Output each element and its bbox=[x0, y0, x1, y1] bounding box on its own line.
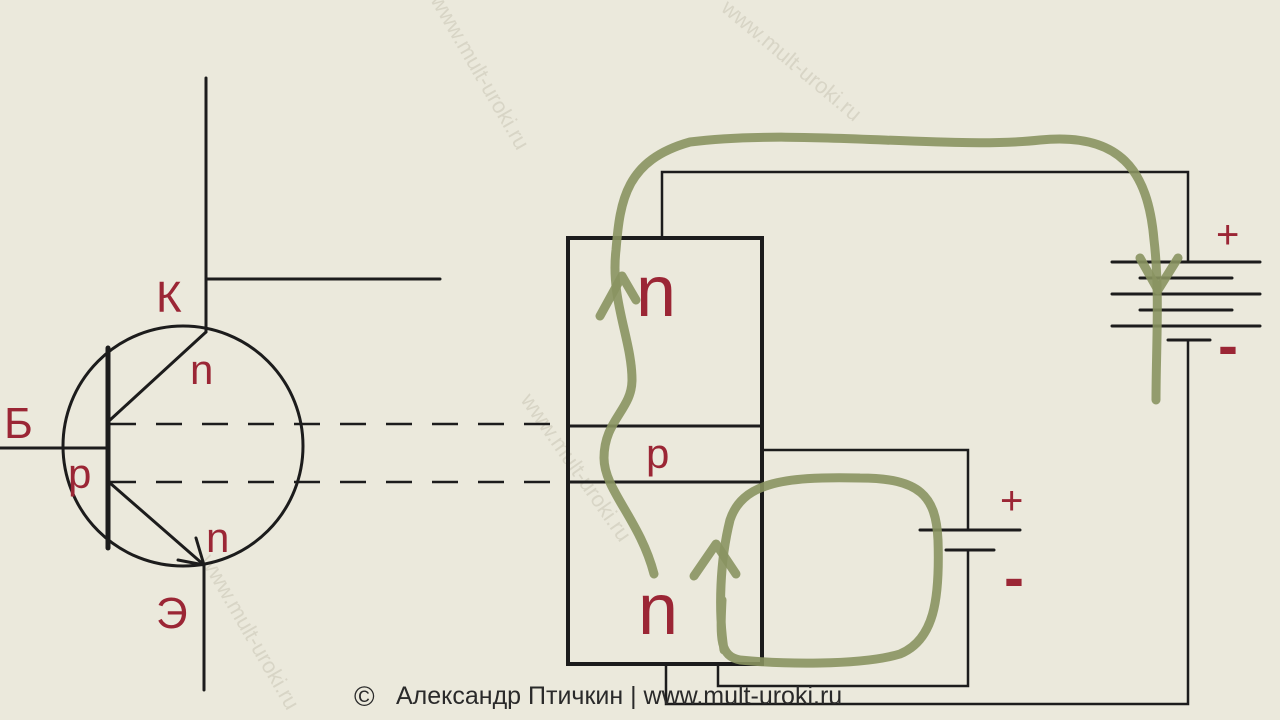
watermark-4: www.mult-uroki.ru bbox=[195, 549, 305, 714]
top-n-region: n bbox=[636, 252, 676, 332]
watermark-2: www.mult-uroki.ru bbox=[716, 0, 867, 126]
transistor-symbol: К Б Э n p n bbox=[0, 76, 442, 692]
base-return-wire bbox=[716, 550, 970, 688]
emitter-diagonal bbox=[108, 481, 206, 567]
base-letter: Б bbox=[4, 399, 33, 448]
footer-text: Александр Птичкин | www.mult-uroki.ru bbox=[396, 682, 842, 710]
symbol-collector-region: n bbox=[190, 346, 213, 393]
emitter-letter: Э bbox=[156, 589, 188, 638]
collector-wire bbox=[660, 170, 1190, 262]
collector-battery-minus: - bbox=[1218, 312, 1238, 379]
npn-structure: n p n bbox=[566, 236, 764, 666]
bottom-n-region: n bbox=[638, 570, 678, 650]
current-flow bbox=[595, 132, 1183, 668]
emitter-return-wire bbox=[664, 340, 1190, 706]
footer-credit: © Александр Птичкин | www.mult-uroki.ru bbox=[354, 681, 842, 712]
collector-current-arrow-icon bbox=[595, 271, 641, 321]
collector-current-path bbox=[599, 132, 1162, 579]
base-current-arrow-icon bbox=[689, 539, 741, 581]
collector-circuit: + - bbox=[660, 170, 1262, 706]
base-battery-plus: + bbox=[1000, 479, 1023, 523]
base-wire bbox=[762, 448, 970, 530]
middle-p-region: p bbox=[646, 430, 669, 477]
base-circuit: + - bbox=[716, 448, 1024, 688]
collector-battery-plus: + bbox=[1216, 213, 1239, 257]
symbol-emitter-region: n bbox=[206, 514, 229, 561]
base-current-path bbox=[716, 473, 943, 668]
collector-diagonal bbox=[108, 330, 208, 422]
collector-current-down-arrow-icon bbox=[1135, 253, 1183, 295]
watermark-1: www.mult-uroki.ru bbox=[425, 0, 535, 154]
symbol-base-region: p bbox=[68, 450, 91, 497]
watermark-group: www.mult-uroki.ru www.mult-uroki.ru www.… bbox=[195, 0, 867, 714]
base-battery-minus: - bbox=[1004, 544, 1024, 611]
copyright-icon: © bbox=[354, 681, 375, 712]
collector-letter: К bbox=[156, 273, 182, 322]
transistor-envelope bbox=[61, 324, 305, 568]
